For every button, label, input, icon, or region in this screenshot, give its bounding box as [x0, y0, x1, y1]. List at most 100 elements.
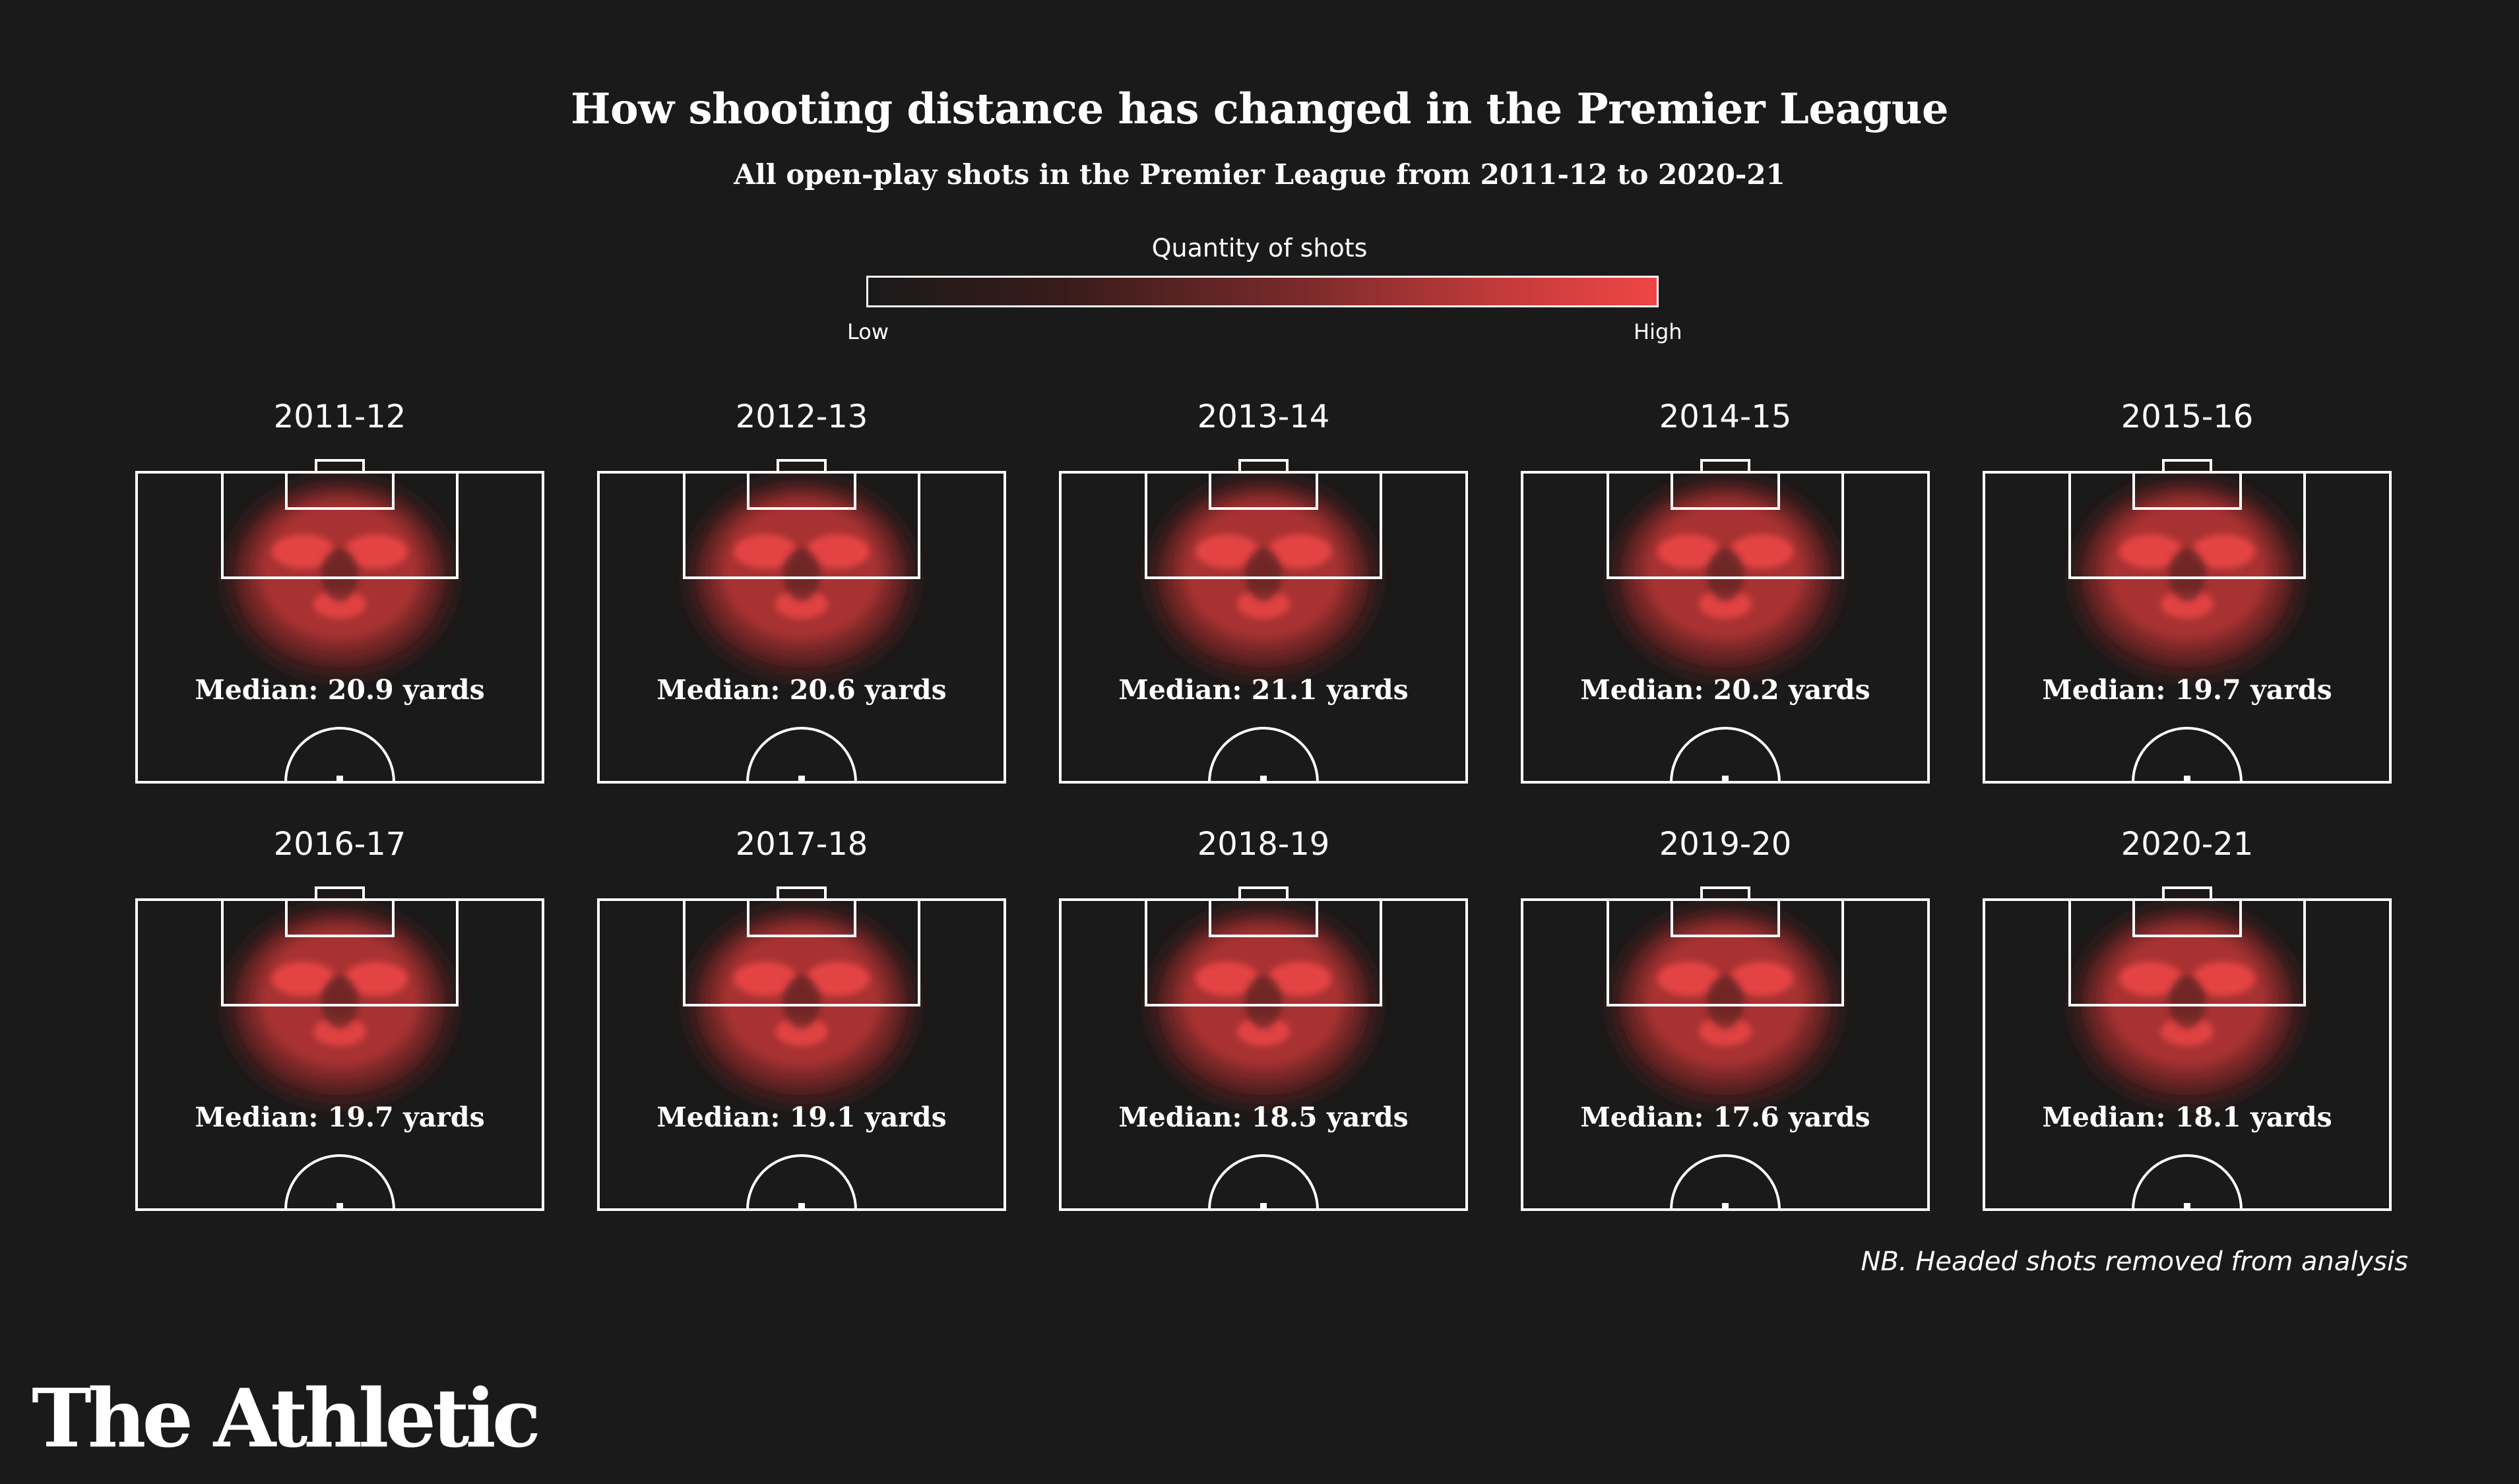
heatmap-coldspot	[321, 548, 358, 601]
centre-circle	[2132, 727, 2243, 783]
six-yard-box	[747, 898, 856, 937]
heatmap-hotspot	[734, 962, 797, 996]
centre-spot	[1260, 776, 1267, 781]
median-label: Median: 20.6 yards	[656, 674, 946, 706]
centre-circle	[284, 1154, 395, 1210]
goal	[315, 459, 365, 474]
season-label: 2013-14	[1197, 398, 1330, 435]
pitch-2014-15: 2014-15 Median: 20.2 yards	[1521, 398, 1930, 784]
heatmap-coldspot	[1707, 975, 1744, 1028]
median-label: Median: 20.2 yards	[1580, 674, 1870, 706]
heatmap-hotspot	[272, 962, 335, 996]
heatmap-hotspot	[1730, 962, 1793, 996]
centre-spot	[336, 776, 343, 781]
heatmap-hotspot	[313, 1017, 366, 1046]
goal	[2162, 459, 2212, 474]
goal	[1238, 459, 1289, 474]
heatmap-hotspot	[1196, 534, 1259, 569]
centre-circle	[1208, 727, 1319, 783]
six-yard-box	[747, 471, 856, 510]
centre-circle	[284, 727, 395, 783]
heatmap-hotspot	[1730, 534, 1793, 569]
heatmap-coldspot	[2169, 548, 2206, 601]
heatmap-hotspot	[344, 534, 408, 569]
chart-title: How shooting distance has changed in the…	[570, 84, 1949, 134]
heatmap-coldspot	[1245, 548, 1282, 601]
median-label: Median: 21.1 yards	[1118, 674, 1408, 706]
six-yard-box	[1209, 471, 1318, 510]
heatmap-coldspot	[2169, 975, 2206, 1028]
heatmap-hotspot	[1699, 1017, 1752, 1046]
heatmap-hotspot	[775, 1017, 828, 1046]
centre-circle	[1670, 727, 1781, 783]
season-label: 2020-21	[2121, 826, 2254, 863]
heatmap-hotspot	[2161, 1017, 2214, 1046]
centre-spot	[1722, 776, 1729, 781]
goal	[2162, 886, 2212, 901]
heatmap-2015-16	[2074, 479, 2301, 677]
heatmap-hotspot	[806, 534, 870, 569]
heatmap-hotspot	[1268, 534, 1331, 569]
season-label: 2015-16	[2121, 398, 2254, 435]
heatmap-hotspot	[806, 962, 870, 996]
six-yard-box	[1671, 898, 1780, 937]
centre-spot	[2184, 776, 2190, 781]
goal	[1238, 886, 1289, 901]
heatmap-coldspot	[321, 975, 358, 1028]
pitch-2012-13: 2012-13 Median: 20.6 yards	[597, 398, 1006, 784]
heatmap-coldspot	[783, 548, 820, 601]
heatmap-hotspot	[1268, 962, 1331, 996]
heatmap-hotspot	[2192, 534, 2255, 569]
six-yard-box	[2132, 898, 2242, 937]
heatmap-hotspot	[2161, 590, 2214, 619]
centre-spot	[1260, 1203, 1267, 1208]
season-label: 2018-19	[1197, 826, 1330, 863]
pitch-2017-18: 2017-18 Median: 19.1 yards	[597, 826, 1006, 1211]
heatmap-hotspot	[344, 962, 408, 996]
centre-circle	[1670, 1154, 1781, 1210]
median-label: Median: 19.7 yards	[195, 1101, 484, 1133]
legend-high-label: High	[1634, 319, 1682, 344]
heatmap-coldspot	[1245, 975, 1282, 1028]
heatmap-hotspot	[313, 590, 366, 619]
goal	[315, 886, 365, 901]
footnote: NB. Headed shots removed from analysis	[1861, 1247, 2408, 1277]
heatmap-hotspot	[775, 590, 828, 619]
heatmap-2014-15	[1612, 479, 1839, 677]
median-label: Median: 20.9 yards	[195, 674, 484, 706]
goal	[1700, 459, 1750, 474]
heatmap-hotspot	[2119, 962, 2183, 996]
pitch-2011-12: 2011-12 Median: 20.9 yards	[135, 398, 544, 784]
legend-title: Quantity of shots	[1151, 233, 1368, 263]
six-yard-box	[2132, 471, 2242, 510]
pitch-2018-19: 2018-19 Median: 18.5 yards	[1059, 826, 1468, 1211]
heatmap-hotspot	[1237, 1017, 1290, 1046]
heatmap-2011-12	[226, 479, 453, 677]
pitch-2016-17: 2016-17 Median: 19.7 yards	[135, 826, 544, 1211]
centre-spot	[2184, 1203, 2190, 1208]
heatmap-coldspot	[783, 975, 820, 1028]
pitch-2013-14: 2013-14 Median: 21.1 yards	[1059, 398, 1468, 784]
centre-circle	[746, 727, 857, 783]
goal	[777, 459, 827, 474]
six-yard-box	[1671, 471, 1780, 510]
legend-color-scale	[866, 276, 1659, 307]
centre-circle	[2132, 1154, 2243, 1210]
pitch-2019-20: 2019-20 Median: 17.6 yards	[1521, 826, 1930, 1211]
median-label: Median: 19.7 yards	[2042, 674, 2332, 706]
heatmap-hotspot	[1699, 590, 1752, 619]
heatmap-hotspot	[272, 534, 335, 569]
season-label: 2019-20	[1659, 826, 1792, 863]
heatmap-coldspot	[1707, 548, 1744, 601]
six-yard-box	[1209, 898, 1318, 937]
season-label: 2011-12	[274, 398, 406, 435]
heatmap-hotspot	[2192, 962, 2255, 996]
pitch-2015-16: 2015-16 Median: 19.7 yards	[1983, 398, 2392, 784]
median-label: Median: 17.6 yards	[1580, 1101, 1870, 1133]
six-yard-box	[285, 471, 395, 510]
centre-spot	[1722, 1203, 1729, 1208]
centre-spot	[798, 1203, 805, 1208]
legend-low-label: Low	[847, 319, 889, 344]
heatmap-hotspot	[734, 534, 797, 569]
